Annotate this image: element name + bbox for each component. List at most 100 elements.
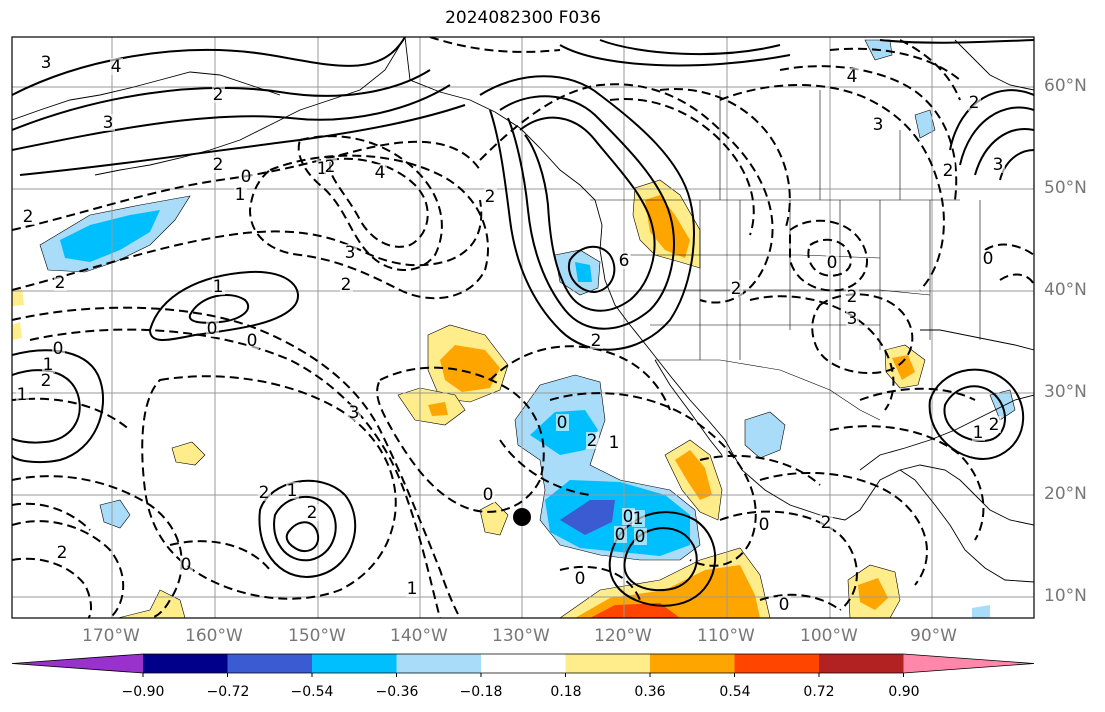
shade-positive-16 — [590, 603, 680, 618]
shade-positive-11 — [892, 355, 915, 380]
contour-label: 3 — [349, 403, 360, 423]
contour-label: 3 — [993, 155, 1004, 175]
colorbar-segment — [227, 654, 313, 673]
contour-label: 2 — [341, 275, 352, 295]
coastlines — [12, 37, 1034, 583]
contour-label: 2 — [325, 157, 336, 177]
colorbar-segment — [734, 654, 820, 673]
contour-label-background — [286, 482, 299, 499]
contour-label-background — [634, 528, 647, 545]
contour-label-background — [556, 414, 569, 431]
political-boundaries — [590, 90, 981, 421]
contour-label: 0 — [635, 527, 646, 547]
contour-label-background — [482, 486, 495, 503]
solid-contours — [12, 37, 1034, 607]
contour-label-background — [406, 580, 419, 597]
contour-label: 1 — [973, 423, 984, 443]
contour-label-background — [846, 288, 859, 305]
contour-label: 1 — [317, 159, 328, 179]
contour-label-background — [982, 250, 995, 267]
colorbar-segment — [396, 654, 482, 673]
contour-label: 1 — [407, 579, 418, 599]
map-frame — [11, 36, 1035, 619]
contour-label-background — [574, 570, 587, 587]
contour-label-background — [374, 164, 387, 181]
contour-label: 1 — [213, 277, 224, 297]
shade-negative-14 — [972, 605, 990, 618]
shade-positive-4 — [440, 345, 500, 392]
contour-label-background — [16, 386, 29, 403]
contour-label-background — [180, 556, 193, 573]
shade-positive-6 — [428, 402, 448, 416]
dashed-contours — [12, 37, 1034, 618]
contour-label: 2 — [587, 431, 598, 451]
colorbar-segment — [481, 654, 566, 673]
contour-label-background — [846, 68, 859, 85]
colorbar-segment — [143, 654, 228, 673]
contour-label-background — [484, 188, 497, 205]
contour-label-background — [608, 434, 621, 451]
lon-label-90w: 90°W — [910, 626, 957, 646]
contour-label-background — [826, 254, 839, 271]
contour-label: 0 — [181, 555, 192, 575]
contour-label: 0 — [483, 485, 494, 505]
lon-label-160w: 160°W — [185, 626, 243, 646]
colorbar-tick-label: 0.54 — [719, 684, 751, 700]
shade-positive-13 — [858, 578, 888, 610]
contour-label: 0 — [983, 249, 994, 269]
contour-label-background — [820, 514, 833, 531]
map-title: 2024082300 F036 — [445, 8, 601, 28]
contour-label: 0 — [53, 339, 64, 359]
contour-label: 2 — [41, 371, 52, 391]
contour-label-background — [622, 508, 635, 525]
contour-label: 0 — [615, 525, 626, 545]
contour-label: 0 — [247, 331, 258, 351]
shade-positive-18 — [171, 441, 206, 466]
contour-label-background — [590, 332, 603, 349]
contour-label: 1 — [633, 509, 644, 529]
contour-label-background — [730, 280, 743, 297]
contour-label: 1 — [43, 355, 54, 375]
contour-label: 2 — [23, 207, 34, 227]
shade-positive-19 — [12, 288, 24, 306]
contour-label-background — [992, 156, 1005, 173]
colorbar-tick-label: −0.36 — [375, 684, 419, 700]
contour-label: 0 — [827, 253, 838, 273]
contour-label-background — [846, 310, 859, 327]
contour-label: 4 — [111, 57, 122, 77]
contour-label: 0 — [759, 515, 770, 535]
contour-label-background — [22, 208, 35, 225]
contour-label-background — [618, 252, 631, 269]
lon-label-120w: 120°W — [594, 626, 652, 646]
contour-label-background — [614, 526, 627, 543]
lon-label-110w: 110°W — [697, 626, 755, 646]
colorbar-segment — [819, 654, 904, 673]
colorbar-tick-label: −0.18 — [459, 684, 503, 700]
contour-label-background — [942, 162, 955, 179]
contour-label: 2 — [259, 483, 270, 503]
lat-label-50n: 50°N — [1044, 178, 1087, 198]
colorbar-tick-label: −0.54 — [290, 684, 334, 700]
contour-label-background — [110, 58, 123, 75]
contour-label-background — [968, 94, 981, 111]
shade-negative-8 — [560, 500, 615, 535]
contour-label-background — [206, 320, 219, 337]
lon-label-100w: 100°W — [800, 626, 858, 646]
contour-label: 2 — [731, 279, 742, 299]
contour-label-background — [40, 372, 53, 389]
contour-label: 6 — [619, 251, 630, 271]
contour-label-background — [632, 510, 645, 527]
contour-label-background — [586, 432, 599, 449]
contour-label: 4 — [847, 67, 858, 87]
contour-label: 3 — [873, 115, 884, 135]
contour-label: 0 — [557, 413, 568, 433]
shade-negative-12 — [914, 109, 936, 139]
contour-label-background — [306, 504, 319, 521]
lat-label-10n: 10°N — [1044, 586, 1087, 606]
contour-label: 3 — [103, 113, 114, 133]
colorbar-extend-high — [903, 654, 1034, 673]
contour-label-background — [40, 54, 53, 71]
contour-label-background — [54, 274, 67, 291]
contour-label-background — [324, 158, 337, 175]
contour-label: 2 — [591, 331, 602, 351]
